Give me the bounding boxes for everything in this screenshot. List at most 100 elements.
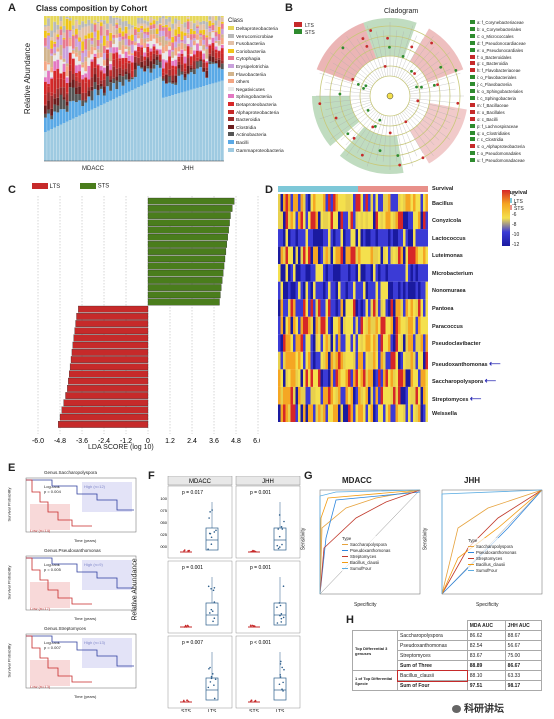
bar-segment (84, 26, 88, 36)
heatmap-cell (363, 369, 366, 387)
point-lts (207, 548, 209, 551)
heatmap-cell (285, 334, 288, 352)
bar-segment (121, 85, 125, 95)
bar-segment (177, 46, 181, 52)
lda-bar-lts (74, 327, 149, 335)
heatmap-cell (385, 246, 388, 265)
km-low: Low (n=13) (30, 684, 51, 689)
bar-segment (115, 97, 119, 161)
table-row: Top Differential 3 genuses Saccharopolysp… (352, 630, 543, 671)
panel-c-bars: -6.0-4.8-3.6-2.4-1.201.22.43.64.86.0 (32, 196, 260, 444)
heatmap-cell (413, 334, 416, 352)
bar-segment (189, 47, 193, 50)
bar-segment (199, 30, 202, 34)
bar-segment (183, 48, 187, 52)
bar-segment (202, 67, 206, 72)
bar-segment (127, 54, 131, 56)
heatmap-cell (293, 246, 296, 265)
bar-segment (152, 34, 156, 39)
heatmap-row-label: Microbacterium (432, 270, 473, 277)
heatmap-cell (280, 351, 283, 370)
bar-segment (205, 29, 209, 36)
table-row: 1 of Top Differential Specie Bacillus_cla… (352, 669, 543, 691)
survival-bar (320, 186, 323, 192)
clade-branch (376, 31, 386, 77)
survival-bar (368, 186, 371, 192)
bar-segment (220, 48, 224, 54)
legend-item: Sphingobacteriia (228, 94, 284, 102)
heatmap-cell (425, 334, 428, 352)
bar-segment (208, 28, 212, 32)
heatmap-cell (318, 369, 321, 387)
heatmap-cell (413, 386, 416, 405)
bar-segment (118, 16, 122, 19)
bar-segment (192, 38, 196, 41)
heatmap-cell (353, 264, 356, 282)
bar-segment (96, 63, 100, 66)
bar-segment (180, 74, 184, 93)
bar-segment (189, 67, 193, 70)
bar-segment (84, 112, 88, 161)
bar-segment (208, 45, 212, 49)
heatmap-cell (303, 369, 306, 387)
heatmap-cell (408, 334, 411, 352)
heatmap-cell (293, 211, 296, 230)
bar-segment (47, 113, 50, 131)
heatmap-cell (360, 369, 363, 387)
bar-segment (81, 114, 85, 161)
heatmap-cell (295, 369, 298, 387)
heatmap-cell (348, 316, 351, 335)
heatmap-cell (348, 211, 351, 230)
heatmap-cell (305, 281, 308, 300)
heatmap-cell (408, 194, 411, 212)
bar-segment (205, 62, 209, 68)
heatmap-cell (365, 211, 368, 230)
point-lts (209, 681, 212, 683)
heatmap-cell (343, 229, 346, 247)
heatmap-cell (335, 194, 338, 212)
heatmap-cell (308, 229, 311, 247)
heatmap-cell (335, 404, 338, 422)
heatmap-cell (355, 386, 358, 405)
panel-b-legend: LTS STS (294, 22, 315, 36)
clade-node (366, 109, 370, 112)
bar-segment (180, 64, 184, 71)
heatmap-cell (333, 211, 336, 230)
bar-segment (220, 44, 224, 49)
panel-h-auc-table: MDA AUC JHH AUC Top Differential 3 genuse… (352, 620, 548, 710)
bar-segment (93, 23, 97, 25)
heatmap-cell (320, 369, 323, 387)
heatmap-cell (313, 316, 316, 335)
heatmap-cell (375, 334, 378, 352)
heatmap-cell (315, 351, 318, 370)
bar-segment (112, 44, 116, 48)
heatmap-cell (395, 281, 398, 300)
taxon-item: d: f_Pseudonocardiaceae (470, 40, 550, 48)
point-sts (253, 550, 256, 552)
heatmap-cell (288, 211, 291, 230)
heatmap-cell (353, 351, 356, 370)
survival-bar (425, 186, 428, 192)
heatmap-cell (378, 334, 381, 352)
heatmap-cell (423, 386, 426, 405)
bar-segment (165, 63, 168, 74)
heatmap-cell (343, 404, 346, 422)
heatmap-cell (415, 281, 418, 300)
heatmap-cell (350, 264, 353, 282)
km-ci-high (82, 638, 132, 668)
bar-segment (168, 75, 171, 77)
bar-segment (65, 92, 69, 95)
bar-segment (189, 16, 193, 22)
bar-segment (202, 29, 206, 35)
heatmap-cell (393, 334, 396, 352)
bar-segment (121, 64, 125, 70)
lda-bar-sts (147, 277, 223, 284)
taxon-item: u: f_Pseudomonadaceae (470, 158, 550, 165)
heatmap-cell (360, 281, 363, 300)
bar-segment (168, 62, 171, 70)
bar-segment (124, 16, 128, 21)
heatmap-cell (398, 334, 401, 352)
panel-a-ylabel: Relative Abundance (23, 42, 33, 115)
heatmap-cell (363, 334, 366, 352)
